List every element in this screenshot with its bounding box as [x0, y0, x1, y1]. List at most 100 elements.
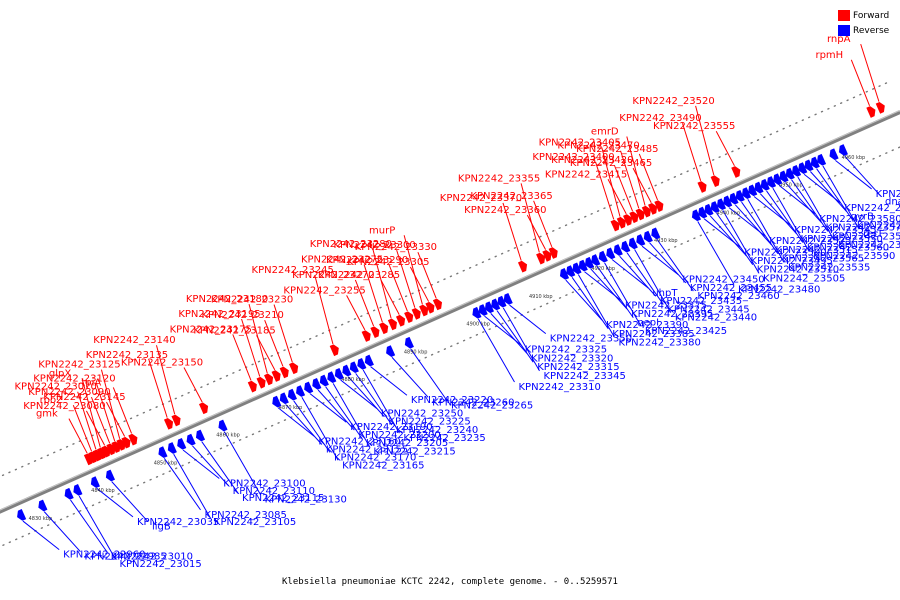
forward-gene-label: KPN2242_23485	[576, 144, 658, 155]
reverse-gene-arrow	[779, 170, 789, 183]
reverse-gene-arrow	[584, 256, 595, 269]
leader-line	[355, 373, 393, 426]
axis-tick-label: 4910 kbp	[529, 294, 553, 300]
reverse-gene-label: KPN2242_23215	[373, 446, 455, 457]
leader-line	[301, 396, 339, 461]
reverse-gene-arrow	[643, 230, 653, 243]
leader-line	[43, 511, 81, 553]
reverse-gene-label: KPN2242_23580	[819, 214, 900, 225]
reverse-gene-label: KPN2242_23165	[342, 460, 424, 471]
reverse-gene-label: KPN2242_23225	[388, 417, 470, 428]
forward-gene-arrow	[710, 175, 720, 187]
leader-line	[403, 235, 423, 305]
leader-line	[317, 389, 355, 431]
reverse-gene-arrow	[349, 361, 359, 374]
reverse-gene-arrow	[704, 203, 714, 216]
leader-line	[596, 265, 634, 319]
leader-line	[590, 268, 628, 310]
leader-line	[285, 404, 323, 445]
reverse-gene-label: KPN2242_23390	[606, 320, 688, 331]
forward-gene-arrow	[411, 307, 421, 320]
legend-item-reverse: Reverse	[838, 23, 889, 38]
forward-gene-label: murP	[369, 225, 395, 236]
forward-gene-label: KPN2242_23275	[301, 255, 383, 266]
forward-gene-label: KPN2242_23355	[458, 173, 540, 184]
forward-gene-label: emrD	[591, 126, 619, 137]
reverse-gene-label: KPN2242_23110	[233, 486, 315, 497]
leader-line	[372, 249, 392, 319]
forward-gene-arrow	[641, 205, 651, 218]
reverse-gene-arrow	[472, 306, 482, 319]
reverse-gene-label: KPN2242_23440	[675, 313, 757, 324]
leader-line	[105, 401, 126, 437]
leader-line	[232, 334, 252, 381]
reverse-gene-arrow	[628, 237, 638, 250]
reverse-gene-label: KPN2242_23115	[242, 493, 324, 504]
reverse-gene-label: KPN2242_23560	[807, 242, 889, 253]
forward-gene-label: KPN2242_23555	[653, 121, 735, 132]
leader-line	[565, 279, 603, 321]
forward-gene-label: KPN2242_23415	[545, 169, 627, 180]
reverse-gene-arrow	[73, 484, 83, 496]
reverse-gene-label: KPN2242_23435	[660, 296, 742, 307]
forward-gene-arrow	[247, 380, 257, 393]
forward-gene-arrow	[697, 181, 707, 193]
forward-gene-label: KPN2242_23135	[86, 350, 168, 361]
reverse-gene-arrow	[38, 499, 48, 512]
leader-line	[309, 393, 347, 423]
reverse-gene-label: uhpT	[652, 288, 678, 299]
forward-gene-label: KPN2242_23405	[539, 138, 621, 149]
reverse-gene-arrow	[748, 184, 758, 197]
reverse-gene-label: KPN2242_23100	[223, 479, 305, 490]
reverse-gene-label: KPN2242_23545	[794, 225, 876, 236]
reverse-gene-label: KPN2242_23525	[769, 236, 851, 247]
forward-gene-label: KPN2242_23185	[193, 325, 275, 336]
forward-gene-label: KPN2242_23360	[464, 205, 546, 216]
leader-line	[509, 304, 547, 334]
reverse-gene-arrow	[760, 178, 770, 191]
axis-tick-label: 4840 kbp	[91, 488, 115, 494]
reverse-gene-label: KPN2242_23085	[205, 510, 287, 521]
reverse-gene-label: KPN2242_23155	[326, 445, 408, 456]
forward-gene-arrow	[198, 402, 209, 415]
reverse-gene-arrow	[296, 385, 306, 397]
reverse-gene-arrow	[64, 487, 74, 500]
forward-gene-label: KPN2242_23090	[28, 387, 110, 398]
reverse-gene-arrow	[327, 371, 337, 384]
leader-line	[697, 221, 735, 285]
reverse-gene-arrow	[572, 262, 582, 275]
forward-guide-dots	[0, 82, 888, 478]
reverse-gene-arrow	[158, 446, 168, 459]
reverse-gene-arrow	[177, 437, 187, 450]
forward-gene-arrow	[379, 322, 389, 335]
reverse-gene-label: KPN2242_23595	[844, 203, 900, 214]
leader-line	[155, 345, 176, 415]
reverse-gene-arrow	[364, 354, 374, 367]
reverse-gene-arrow	[651, 227, 661, 240]
forward-gene-label: KPN2242_23490	[619, 113, 701, 124]
forward-gene-arrow	[542, 249, 552, 262]
leader-line	[626, 136, 646, 206]
reverse-gene-arrow	[791, 165, 802, 177]
reverse-gene-label: KPN2242_23455	[690, 283, 772, 294]
forward-gene-label: KPN2242_23300	[333, 240, 415, 251]
reverse-gene-arrow	[816, 153, 827, 166]
forward-gene-arrow	[648, 203, 658, 215]
leader-line	[264, 320, 284, 367]
reverse-gene-arrow	[710, 201, 720, 213]
leader-line	[638, 153, 658, 201]
leader-line	[577, 274, 615, 338]
legend: Forward Reverse	[838, 8, 889, 38]
reverse-gene-arrow	[578, 259, 588, 272]
reverse-gene-label: KPN2242_23200	[358, 430, 440, 441]
leader-line	[78, 495, 116, 560]
reverse-gene-arrow	[613, 244, 623, 256]
reverse-gene-label: KPN2242_23505	[763, 273, 845, 284]
reverse-gene-label: KPN2242_23590	[813, 251, 895, 262]
reverse-gene-arrow	[272, 395, 282, 408]
leader-line	[502, 307, 540, 372]
reverse-gene-label: KPN2242_23205	[366, 438, 448, 449]
leader-line	[346, 295, 366, 331]
leader-line	[68, 418, 88, 454]
